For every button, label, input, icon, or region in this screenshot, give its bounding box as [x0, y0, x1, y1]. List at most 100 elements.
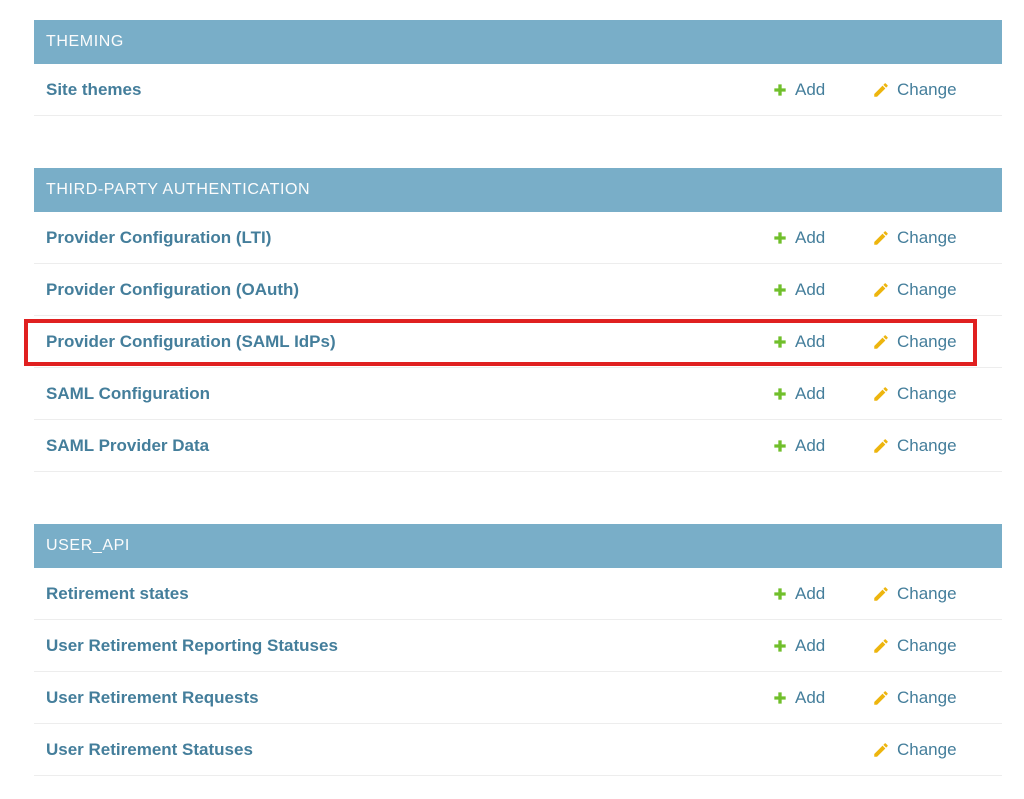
model-link[interactable]: User Retirement Statuses: [46, 739, 253, 759]
change-label: Change: [897, 227, 957, 247]
change-cell: Change: [872, 384, 967, 404]
model-link[interactable]: Provider Configuration (SAML IdPs): [46, 331, 336, 351]
plus-icon: [774, 231, 786, 244]
model-link[interactable]: Retirement states: [46, 583, 189, 603]
pencil-icon: [874, 742, 888, 757]
plus-icon: [774, 83, 786, 96]
add-link[interactable]: Add: [772, 228, 825, 248]
section-header: USER_API: [34, 524, 1002, 568]
section-rows: Retirement states Add Change User Retire…: [34, 568, 1002, 776]
model-link[interactable]: Provider Configuration (OAuth): [46, 279, 300, 299]
add-label: Add: [795, 383, 826, 403]
change-link[interactable]: Change: [872, 584, 957, 604]
model-link[interactable]: Site themes: [46, 79, 142, 99]
change-cell: Change: [872, 740, 967, 760]
pencil-icon: [874, 690, 888, 705]
change-link[interactable]: Change: [872, 228, 957, 248]
change-label: Change: [897, 687, 957, 707]
add-link[interactable]: Add: [772, 436, 825, 456]
pencil-icon: [874, 638, 888, 653]
table-row: Provider Configuration (SAML IdPs) Add C…: [24, 316, 1002, 368]
add-cell: Add: [772, 228, 872, 248]
plus-icon: [774, 335, 786, 348]
section-title: USER_API: [46, 537, 130, 554]
change-link[interactable]: Change: [872, 740, 957, 760]
pencil-icon: [874, 282, 888, 297]
model-link[interactable]: Provider Configuration (LTI): [46, 227, 272, 247]
plus-icon: [774, 691, 786, 704]
table-row: User Retirement Reporting Statuses Add C…: [34, 620, 1002, 672]
plus-icon: [774, 439, 786, 452]
change-link[interactable]: Change: [872, 688, 957, 708]
section-title: THEMING: [46, 33, 124, 50]
add-cell: Add: [772, 80, 872, 100]
add-label: Add: [795, 79, 826, 99]
add-label: Add: [795, 435, 826, 455]
model-link[interactable]: SAML Provider Data: [46, 435, 210, 455]
change-link[interactable]: Change: [872, 80, 957, 100]
add-link[interactable]: Add: [772, 584, 825, 604]
add-label: Add: [795, 687, 826, 707]
change-label: Change: [897, 583, 957, 603]
plus-icon: [774, 639, 786, 652]
plus-icon: [774, 387, 786, 400]
admin-model-index: THEMING Site themes Add Change THI: [24, 20, 1002, 776]
pencil-icon: [874, 82, 888, 97]
table-row: SAML Configuration Add Change: [34, 368, 1002, 420]
change-cell: Change: [872, 688, 967, 708]
add-label: Add: [795, 331, 826, 351]
model-link[interactable]: User Retirement Reporting Statuses: [46, 635, 338, 655]
add-label: Add: [795, 279, 826, 299]
add-link[interactable]: Add: [772, 80, 825, 100]
add-link[interactable]: Add: [772, 384, 825, 404]
change-cell: Change: [872, 436, 967, 456]
change-label: Change: [897, 635, 957, 655]
table-row: Retirement states Add Change: [34, 568, 1002, 620]
change-label: Change: [897, 331, 957, 351]
add-label: Add: [795, 583, 826, 603]
admin-section: USER_API Retirement states Add Change Us…: [34, 524, 1002, 776]
add-cell: Add: [772, 384, 872, 404]
add-link[interactable]: Add: [772, 636, 825, 656]
table-row: Provider Configuration (OAuth) Add Chang…: [34, 264, 1002, 316]
plus-icon: [774, 587, 786, 600]
add-link[interactable]: Add: [772, 280, 825, 300]
pencil-icon: [874, 438, 888, 453]
change-cell: Change: [872, 80, 967, 100]
change-link[interactable]: Change: [872, 332, 957, 352]
section-rows: Provider Configuration (LTI) Add Change …: [24, 212, 1002, 472]
table-row: User Retirement Statuses Change: [34, 724, 1002, 776]
add-link[interactable]: Add: [772, 688, 825, 708]
add-label: Add: [795, 227, 826, 247]
admin-section: THIRD-PARTY AUTHENTICATION Provider Conf…: [24, 168, 1002, 472]
section-title: THIRD-PARTY AUTHENTICATION: [46, 181, 311, 198]
change-label: Change: [897, 383, 957, 403]
change-cell: Change: [872, 636, 967, 656]
change-cell: Change: [872, 332, 967, 352]
change-cell: Change: [872, 228, 967, 248]
change-cell: Change: [872, 584, 967, 604]
table-row: SAML Provider Data Add Change: [34, 420, 1002, 472]
pencil-icon: [874, 586, 888, 601]
change-label: Change: [897, 79, 957, 99]
change-link[interactable]: Change: [872, 436, 957, 456]
table-row: Site themes Add Change: [34, 64, 1002, 116]
admin-section: THEMING Site themes Add Change: [34, 20, 1002, 116]
table-row: Provider Configuration (LTI) Add Change: [34, 212, 1002, 264]
model-link[interactable]: SAML Configuration: [46, 383, 210, 403]
add-link[interactable]: Add: [772, 332, 825, 352]
change-link[interactable]: Change: [872, 636, 957, 656]
add-cell: [772, 742, 872, 758]
add-cell: Add: [772, 688, 872, 708]
add-cell: Add: [772, 584, 872, 604]
section-header: THIRD-PARTY AUTHENTICATION: [34, 168, 1002, 212]
change-link[interactable]: Change: [872, 280, 957, 300]
change-label: Change: [897, 739, 957, 759]
model-link[interactable]: User Retirement Requests: [46, 687, 259, 707]
add-cell: Add: [772, 636, 872, 656]
section-header: THEMING: [34, 20, 1002, 64]
section-rows: Site themes Add Change: [34, 64, 1002, 116]
pencil-icon: [874, 334, 888, 349]
pencil-icon: [874, 386, 888, 401]
change-link[interactable]: Change: [872, 384, 957, 404]
